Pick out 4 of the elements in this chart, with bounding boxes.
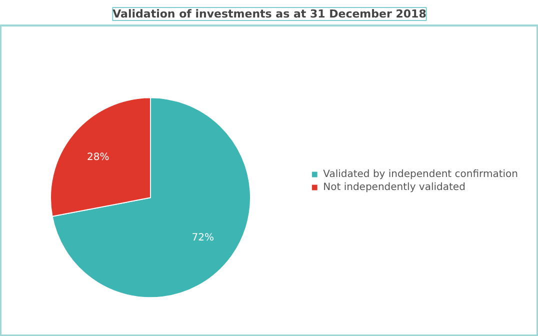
- data-label: 72%: [192, 232, 214, 244]
- legend-label: Validated by independent confirmation: [323, 168, 518, 180]
- data-label: 28%: [86, 152, 110, 164]
- legend-label: Not independently validated: [323, 182, 466, 192]
